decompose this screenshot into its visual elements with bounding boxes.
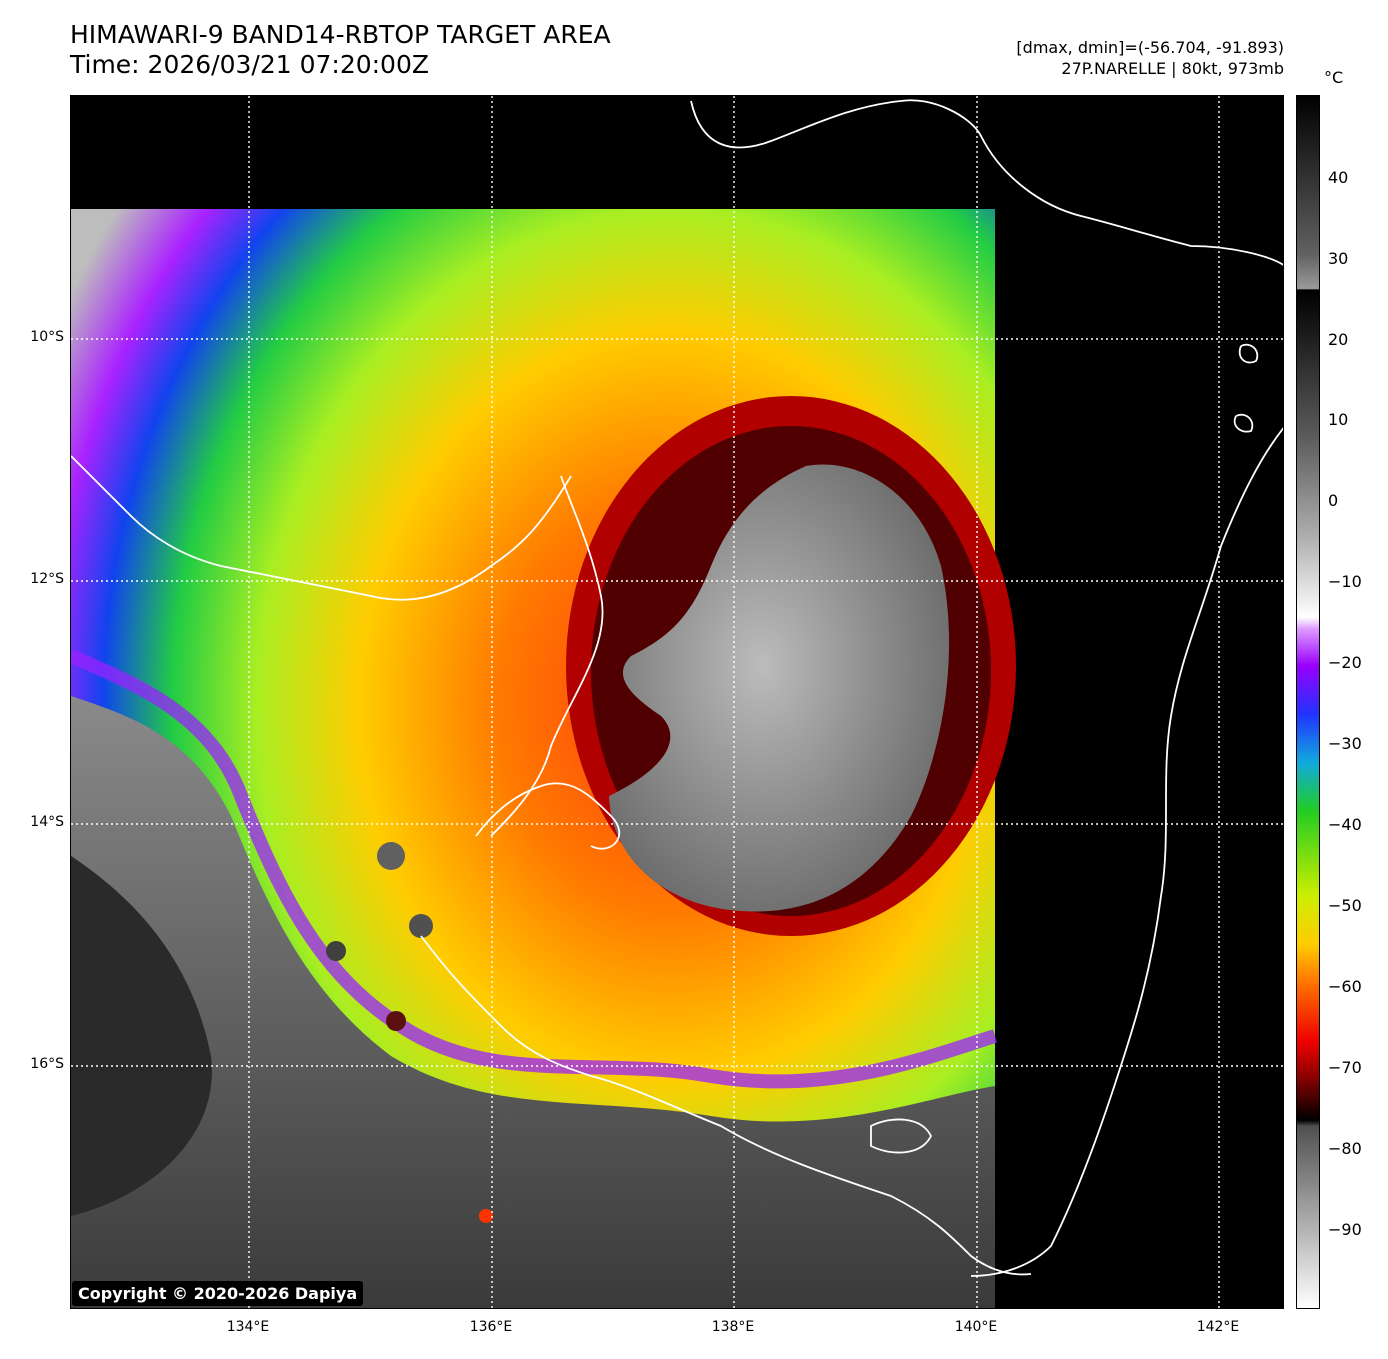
convective-cell	[377, 842, 405, 870]
storm-name-text: 27P.NARELLE | 80kt, 973mb	[1061, 59, 1284, 78]
colorbar-tick: −40	[1328, 815, 1362, 834]
convective-cell	[409, 914, 433, 938]
lon-label-134e: 134°E	[226, 1319, 270, 1335]
colorbar-tick: −30	[1328, 734, 1362, 753]
lon-label-142e: 142°E	[1196, 1319, 1240, 1335]
data-range-text: [dmax, dmin]=(-56.704, -91.893)	[1016, 38, 1284, 57]
map-time: Time: 2026/03/21 07:20:00Z	[70, 50, 429, 79]
cloud-edge-fringe	[71, 649, 998, 1089]
colorbar-tick: −80	[1328, 1139, 1362, 1158]
lon-label-136e: 136°E	[469, 1319, 513, 1335]
colorbar-tick: 20	[1328, 330, 1349, 349]
colorbar-tick: −50	[1328, 896, 1362, 915]
colorbar-unit: °C	[1324, 68, 1344, 87]
lat-label-12s: 12°S	[30, 571, 64, 587]
convective-cell	[386, 1011, 406, 1031]
convective-cell	[479, 1209, 493, 1223]
colorbar-tick: 40	[1328, 168, 1349, 187]
lon-label-138e: 138°E	[711, 1319, 755, 1335]
lat-label-14s: 14°S	[30, 814, 64, 830]
colorbar-tick: 0	[1328, 491, 1339, 510]
lon-label-140e: 140°E	[954, 1319, 998, 1335]
satellite-imagery	[71, 96, 1283, 1308]
lat-label-10s: 10°S	[30, 329, 64, 345]
colorbar-tick: 30	[1328, 249, 1349, 268]
lat-label-16s: 16°S	[30, 1056, 64, 1072]
colorbar-tick: −60	[1328, 977, 1362, 996]
colorbar-tick: −10	[1328, 572, 1362, 591]
convective-cell	[326, 941, 346, 961]
copyright-label: Copyright © 2020-2026 Dapiya	[72, 1281, 364, 1306]
clear-area	[71, 696, 995, 1308]
gridlines	[71, 96, 1283, 1308]
cold-cloud-top	[609, 464, 950, 912]
colorbar	[1296, 95, 1320, 1309]
satellite-map	[70, 95, 1284, 1309]
map-title: HIMAWARI-9 BAND14-RBTOP TARGET AREA	[70, 20, 611, 49]
coastlines	[71, 99, 1283, 1277]
colorbar-tick: 10	[1328, 410, 1349, 429]
colorbar-tick: −70	[1328, 1058, 1362, 1077]
colorbar-tick: −20	[1328, 653, 1362, 672]
storm-info: [dmax, dmin]=(-56.704, -91.893) 27P.NARE…	[1016, 37, 1284, 79]
colorbar-tick: −90	[1328, 1220, 1362, 1239]
dark-land-area	[71, 856, 212, 1216]
